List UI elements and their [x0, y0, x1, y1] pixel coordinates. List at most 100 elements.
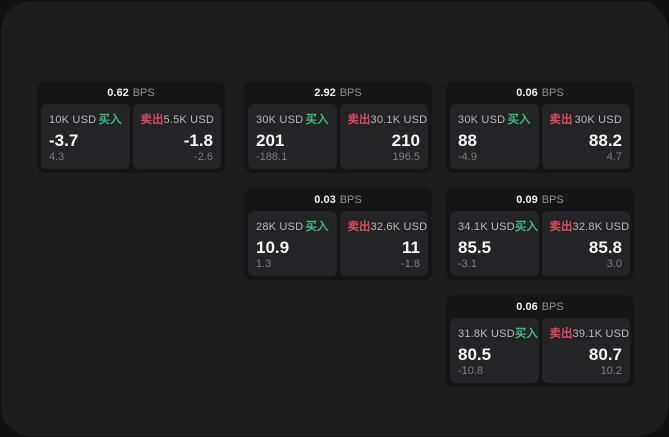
sell-price: 88.2: [588, 130, 622, 150]
bps-unit-label: BPS: [339, 194, 362, 206]
card-body: 30K USD 买入 201 -188.1 卖出 30.1K USD 210 1…: [244, 104, 432, 169]
buy-price: 88: [458, 130, 477, 150]
sell-notional: 30K USD: [574, 114, 622, 126]
buy-panel[interactable]: 28K USD 买入 10.9 1.3: [248, 211, 337, 276]
card-header: 0.62 BPS: [37, 81, 225, 104]
buy-panel-top: 31.8K USD 买入: [458, 325, 538, 341]
sell-price: 80.7: [588, 344, 622, 364]
sell-panel[interactable]: 卖出 39.1K USD 80.7 10.2: [541, 318, 630, 383]
buy-price: 85.5: [458, 237, 492, 257]
sell-notional: 32.6K USD: [370, 221, 428, 233]
card-body: 31.8K USD 买入 80.5 -10.8 卖出 39.1K USD 80.…: [446, 318, 634, 383]
sell-delta: 3.0: [606, 258, 622, 270]
sell-panel[interactable]: 卖出 5.5K USD -1.8 -2.6: [132, 104, 221, 169]
buy-panel[interactable]: 30K USD 买入 201 -188.1: [248, 104, 337, 169]
buy-notional: 30K USD: [256, 114, 304, 126]
card-header: 2.92 BPS: [244, 81, 432, 104]
bps-value: 0.06: [516, 301, 538, 313]
sell-price: 210: [391, 130, 420, 150]
quote-card: 0.06 BPS 30K USD 买入 88 -4.9 卖出 30K USD 88…: [446, 81, 634, 173]
card-header: 0.06 BPS: [446, 81, 634, 104]
buy-panel-top: 10K USD 买入: [49, 111, 122, 127]
sell-button-label: 卖出: [549, 328, 573, 340]
buy-price: 10.9: [256, 237, 290, 257]
sell-button-label: 卖出: [140, 114, 164, 126]
buy-panel-top: 34.1K USD 买入: [458, 218, 538, 234]
sell-delta: 196.5: [392, 151, 420, 163]
buy-delta: -10.8: [458, 365, 484, 377]
bps-unit-label: BPS: [541, 87, 564, 99]
card-body: 30K USD 买入 88 -4.9 卖出 30K USD 88.2 4.7: [446, 104, 634, 169]
bps-value: 0.03: [314, 194, 336, 206]
quote-card: 0.03 BPS 28K USD 买入 10.9 1.3 卖出 32.6K USD…: [244, 188, 432, 280]
buy-button-label: 买入: [507, 114, 531, 126]
buy-delta: -188.1: [256, 151, 288, 163]
sell-panel[interactable]: 卖出 30.1K USD 210 196.5: [339, 104, 428, 169]
sell-notional: 5.5K USD: [163, 114, 215, 126]
buy-delta: -3.1: [458, 258, 477, 270]
sell-delta: -2.6: [194, 151, 213, 163]
card-body: 28K USD 买入 10.9 1.3 卖出 32.6K USD 11 -1.8: [244, 211, 432, 276]
buy-button-label: 买入: [514, 328, 538, 340]
sell-price: -1.8: [183, 130, 213, 150]
buy-price: 201: [256, 130, 285, 150]
bps-value: 2.92: [314, 87, 336, 99]
buy-panel[interactable]: 34.1K USD 买入 85.5 -3.1: [450, 211, 539, 276]
sell-button-label: 卖出: [347, 221, 371, 233]
quote-card: 0.06 BPS 31.8K USD 买入 80.5 -10.8 卖出 39.1K…: [446, 295, 634, 387]
buy-price: 80.5: [458, 344, 492, 364]
buy-panel-top: 28K USD 买入: [256, 218, 329, 234]
bps-value: 0.62: [107, 87, 129, 99]
buy-notional: 34.1K USD: [458, 221, 515, 233]
sell-button-label: 卖出: [549, 114, 573, 126]
sell-panel[interactable]: 卖出 30K USD 88.2 4.7: [541, 104, 630, 169]
card-header: 0.03 BPS: [244, 188, 432, 211]
sell-notional: 39.1K USD: [572, 328, 630, 340]
sell-button-label: 卖出: [549, 221, 573, 233]
bps-unit-label: BPS: [339, 87, 362, 99]
buy-notional: 30K USD: [458, 114, 506, 126]
sell-delta: 4.7: [606, 151, 622, 163]
buy-delta: 4.3: [49, 151, 65, 163]
buy-delta: -4.9: [458, 151, 477, 163]
buy-panel[interactable]: 30K USD 买入 88 -4.9: [450, 104, 539, 169]
sell-price: 11: [402, 237, 420, 257]
sell-price: 85.8: [588, 237, 622, 257]
sell-button-label: 卖出: [347, 114, 371, 126]
bps-unit-label: BPS: [541, 194, 564, 206]
buy-delta: 1.3: [256, 258, 272, 270]
buy-panel[interactable]: 31.8K USD 买入 80.5 -10.8: [450, 318, 539, 383]
sell-panel-top: 卖出 39.1K USD: [549, 325, 630, 341]
sell-panel-top: 卖出 5.5K USD: [141, 111, 214, 127]
sell-panel-top: 卖出 30K USD: [550, 111, 623, 127]
buy-button-label: 买入: [98, 114, 122, 126]
quote-card: 0.62 BPS 10K USD 买入 -3.7 4.3 卖出 5.5K USD …: [37, 81, 225, 173]
sell-notional: 32.8K USD: [572, 221, 630, 233]
buy-panel-top: 30K USD 买入: [256, 111, 329, 127]
sell-panel-top: 卖出 32.8K USD: [549, 218, 630, 234]
buy-notional: 31.8K USD: [458, 328, 515, 340]
buy-price: -3.7: [49, 130, 79, 150]
card-body: 34.1K USD 买入 85.5 -3.1 卖出 32.8K USD 85.8…: [446, 211, 634, 276]
buy-button-label: 买入: [305, 221, 329, 233]
sell-panel[interactable]: 卖出 32.8K USD 85.8 3.0: [541, 211, 630, 276]
buy-button-label: 买入: [514, 221, 538, 233]
bps-value: 0.09: [516, 194, 538, 206]
buy-notional: 28K USD: [256, 221, 304, 233]
bps-unit-label: BPS: [541, 301, 564, 313]
card-header: 0.06 BPS: [446, 295, 634, 318]
quote-card: 2.92 BPS 30K USD 买入 201 -188.1 卖出 30.1K U…: [244, 81, 432, 173]
bps-value: 0.06: [516, 87, 538, 99]
sell-delta: -1.8: [401, 258, 420, 270]
quote-card: 0.09 BPS 34.1K USD 买入 85.5 -3.1 卖出 32.8K …: [446, 188, 634, 280]
buy-panel[interactable]: 10K USD 买入 -3.7 4.3: [41, 104, 130, 169]
sell-panel-top: 卖出 32.6K USD: [347, 218, 428, 234]
buy-panel-top: 30K USD 买入: [458, 111, 531, 127]
buy-notional: 10K USD: [49, 114, 97, 126]
sell-delta: 10.2: [600, 365, 622, 377]
card-body: 10K USD 买入 -3.7 4.3 卖出 5.5K USD -1.8 -2.…: [37, 104, 225, 169]
bps-unit-label: BPS: [132, 87, 155, 99]
sell-panel[interactable]: 卖出 32.6K USD 11 -1.8: [339, 211, 428, 276]
sell-notional: 30.1K USD: [370, 114, 428, 126]
